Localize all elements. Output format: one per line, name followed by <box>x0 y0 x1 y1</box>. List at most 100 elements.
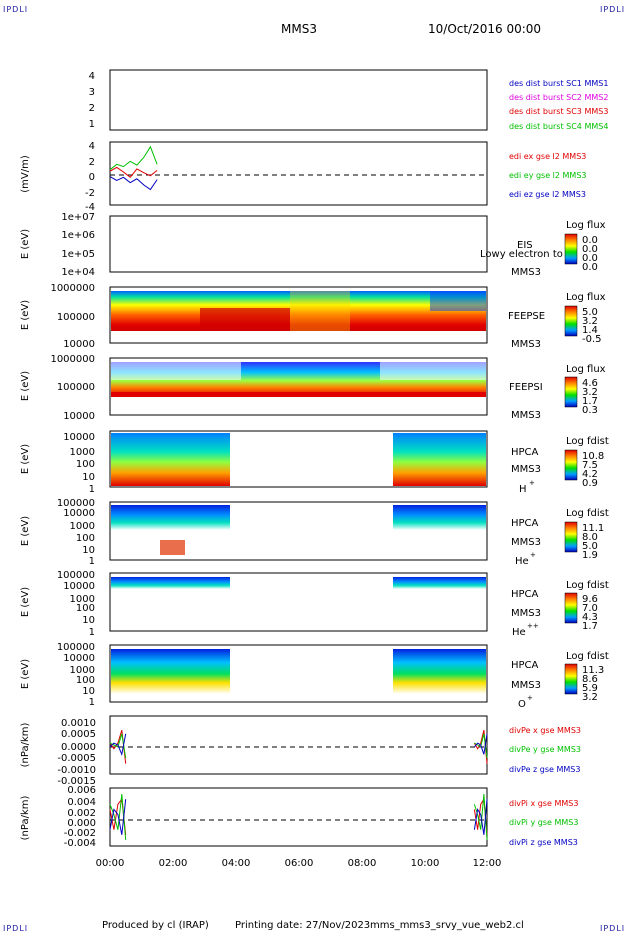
species-label: He <box>512 627 526 638</box>
colorbar-tick: 4.6 <box>582 378 598 389</box>
colorbar-title: Log flux <box>566 364 606 375</box>
colorbar <box>564 233 578 265</box>
y-tick-label: 10 <box>82 472 95 483</box>
y-tick-label: 1 <box>89 556 95 567</box>
y-tick-label: 100 <box>76 675 95 686</box>
colorbar-tick: 0.9 <box>582 478 598 489</box>
y-tick-label: 10 <box>82 615 95 626</box>
y-axis-label: (nPa/km) <box>20 796 31 841</box>
y-axis-label: (mV/m) <box>20 155 31 193</box>
trace-z-0 <box>109 176 158 191</box>
x-tick-label: 12:00 <box>473 858 502 869</box>
panel-hpca-heplusplus: 100000 10000 1000 100 10 1 E (eV) HPCA M… <box>20 570 609 638</box>
y-tick-label: 0.0000 <box>61 742 96 753</box>
spectrogram-feature <box>111 362 241 380</box>
spectrogram <box>111 577 230 601</box>
instrument-label: HPCA <box>511 447 539 458</box>
y-tick-label: 100000 <box>57 642 95 653</box>
panel-hpca-oplus: 100000 10000 1000 100 10 1 E (eV) HPCA M… <box>20 642 609 710</box>
panel-des-dist-burst: 4 3 2 1 des dist burst SC1 MMS1 des dist… <box>89 69 608 131</box>
instrument-label: HPCA <box>511 589 539 600</box>
legend-entry: edi ex gse l2 MMS3 <box>509 152 586 161</box>
y-tick-label: 4 <box>89 71 95 82</box>
colorbar-title: Log fdist <box>566 651 609 662</box>
colorbar-tick: 3.2 <box>582 316 598 327</box>
trace-z-1 <box>473 799 488 835</box>
colorbar <box>564 305 578 337</box>
instrument-label: HPCA <box>511 518 539 529</box>
corner-label-bottom-left: IPDLI <box>3 924 29 933</box>
y-tick-label: 10000 <box>63 432 95 443</box>
spectrogram <box>393 577 486 601</box>
spectrogram <box>393 433 486 486</box>
trace-z-0 <box>109 799 127 835</box>
edi-traces <box>109 145 158 191</box>
colorbar-tick: 1.4 <box>582 325 598 336</box>
colorbar-tick: 0.0 <box>582 262 598 273</box>
y-tick-label: 0.0005 <box>61 729 96 740</box>
colorbar <box>564 663 578 695</box>
y-tick-label: 1e+05 <box>61 249 95 260</box>
panel-frame <box>109 141 488 206</box>
colorbar <box>564 376 578 408</box>
y-tick-label: 10000 <box>63 339 95 350</box>
colorbar-tick: 0.0 <box>582 235 598 246</box>
colorbar-tick: 4.3 <box>582 612 598 623</box>
legend-entry: edi ez gse l2 MMS3 <box>509 190 586 199</box>
colorbar-title: Log flux <box>566 292 606 303</box>
y-tick-label: 100000 <box>57 570 95 581</box>
divpi-traces <box>109 794 488 840</box>
y-tick-label: 1e+04 <box>61 267 95 278</box>
footer-produced: Produced by cl (IRAP) <box>102 920 209 931</box>
spectrogram <box>393 505 486 555</box>
y-axis-label: (nPa/km) <box>20 723 31 768</box>
panel-frame <box>109 715 488 775</box>
colorbar-tick: 8.0 <box>582 532 598 543</box>
y-tick-label: 1 <box>89 697 95 708</box>
y-tick-label: 100000 <box>57 382 95 393</box>
trace-y-1 <box>473 794 488 840</box>
y-axis-label: E (eV) <box>20 587 31 617</box>
species-charge: ++ <box>527 622 539 630</box>
y-tick-label: 100000 <box>57 312 95 323</box>
spacecraft-label: MMS3 <box>511 537 541 548</box>
spectrogram <box>111 433 230 486</box>
colorbar-tick: 9.6 <box>582 594 598 605</box>
x-tick-label: 06:00 <box>285 858 314 869</box>
y-tick-label: 1e+07 <box>61 212 95 223</box>
y-tick-label: 100 <box>76 603 95 614</box>
y-tick-label: -0.004 <box>64 838 96 849</box>
y-tick-label: 1000000 <box>50 354 95 365</box>
y-tick-label: -0.0015 <box>57 776 96 787</box>
y-tick-label: 10000 <box>63 411 95 422</box>
y-tick-label: 1000 <box>70 521 95 532</box>
y-axis-label: E (eV) <box>20 229 31 259</box>
y-tick-label: 0.002 <box>67 808 96 819</box>
legend-entry: divPi y gse MMS3 <box>509 818 578 827</box>
spectrogram <box>111 649 230 694</box>
colorbar-title: Log fdist <box>566 436 609 447</box>
legend-entry: divPe y gse MMS3 <box>509 745 581 754</box>
instrument-label: EIS <box>517 240 533 251</box>
colorbar-tick: 0.0 <box>582 244 598 255</box>
x-tick-label: 08:00 <box>348 858 377 869</box>
legend-entry: edi ey gse l2 MMS3 <box>509 171 587 180</box>
y-tick-label: 1000 <box>70 447 95 458</box>
y-tick-label: 0.006 <box>67 785 96 796</box>
y-tick-label: 1 <box>89 627 95 638</box>
colorbar-title: Log flux <box>566 220 606 231</box>
spacecraft-label: MMS3 <box>511 339 541 350</box>
colorbar-tick: 4.2 <box>582 469 598 480</box>
y-tick-label: -2 <box>85 188 95 199</box>
trace-z-1 <box>474 733 488 755</box>
corner-label-bottom-right: IPDLI <box>600 924 626 933</box>
y-tick-label: 10000 <box>63 581 95 592</box>
y-tick-label: 1000 <box>70 665 95 676</box>
spacecraft-label: MMS3 <box>511 267 541 278</box>
y-axis-label: E (eV) <box>20 516 31 546</box>
panel-hpca-heplus: 100000 10000 1000 100 10 1 E (eV) HPCA M… <box>20 498 609 567</box>
y-axis-label: E (eV) <box>20 444 31 474</box>
footer-script-name: mms_mms3_srvy_vue_web2.cl <box>370 920 524 931</box>
colorbar-tick: 5.0 <box>582 541 598 552</box>
